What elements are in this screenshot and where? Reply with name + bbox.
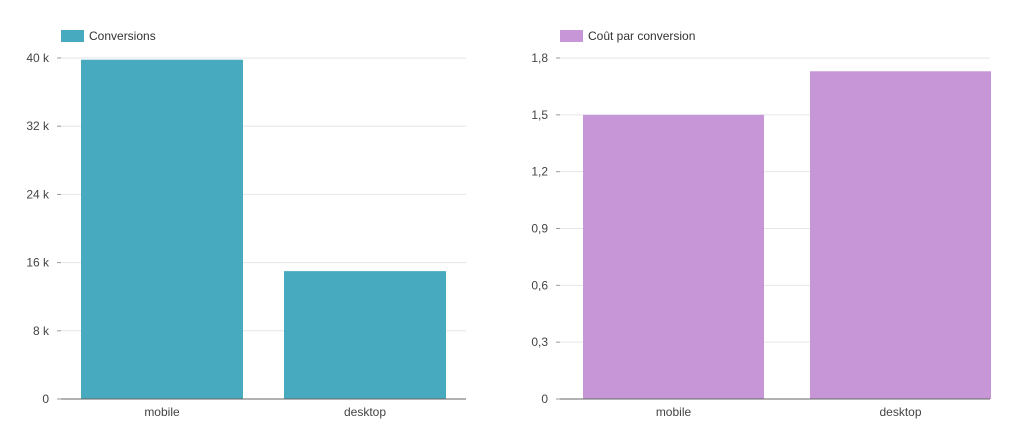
conversions-legend-swatch <box>61 30 84 42</box>
cost-per-conversion-y-tick-label: 0,6 <box>531 278 548 292</box>
cost-per-conversion-y-tick-label: 0,3 <box>531 335 548 349</box>
conversions-y-tick-label: 24 k <box>26 187 50 201</box>
cost-per-conversion-chart: Coût par conversion 0 0,3 0,6 0,9 1,2 1,5 1,8 mo… <box>512 0 1024 434</box>
cost-per-conversion-y-tick-label: 1,8 <box>531 51 548 65</box>
cost-per-conversion-y-tick-label: 0,9 <box>531 222 548 236</box>
cost-per-conversion-chart-svg: Coût par conversion 0 0,3 0,6 0,9 1,2 1,5 1,8 mo… <box>531 29 991 419</box>
cost-per-conversion-x-tick-label: desktop <box>879 405 921 419</box>
cost-per-conversion-y-tick-label: 1,2 <box>531 165 548 179</box>
conversions-y-tick-label: 32 k <box>26 119 50 133</box>
cost-per-conversion-y-tick-label: 0 <box>541 392 548 406</box>
conversions-y-tick-label: 0 <box>42 392 49 406</box>
cost-per-conversion-bar-mobile <box>583 114 764 399</box>
conversions-legend-label: Conversions <box>89 29 156 43</box>
cost-per-conversion-y-tick-label: 1,5 <box>531 108 548 122</box>
conversions-y-tick-label: 16 k <box>26 256 50 270</box>
conversions-bar-desktop <box>284 271 446 399</box>
conversions-chart-svg: Conversions 0 8 k 16 k 24 k 32 k 40 k mobile des… <box>26 29 466 419</box>
cost-per-conversion-x-tick-label: mobile <box>656 405 692 419</box>
conversions-y-tick-label: 40 k <box>26 51 50 65</box>
cost-per-conversion-legend-label: Coût par conversion <box>588 29 695 43</box>
cost-per-conversion-legend-swatch <box>560 30 583 42</box>
conversions-y-tick-label: 8 k <box>33 324 50 338</box>
conversions-legend: Conversions <box>61 29 156 43</box>
cost-per-conversion-legend: Coût par conversion <box>560 29 695 43</box>
conversions-bar-mobile <box>81 59 243 400</box>
cost-per-conversion-bar-desktop <box>810 71 991 399</box>
conversions-x-tick-label: desktop <box>344 405 386 419</box>
conversions-chart: Conversions 0 8 k 16 k 24 k 32 k 40 k mobile des… <box>26 29 466 419</box>
conversions-x-tick-label: mobile <box>144 405 180 419</box>
